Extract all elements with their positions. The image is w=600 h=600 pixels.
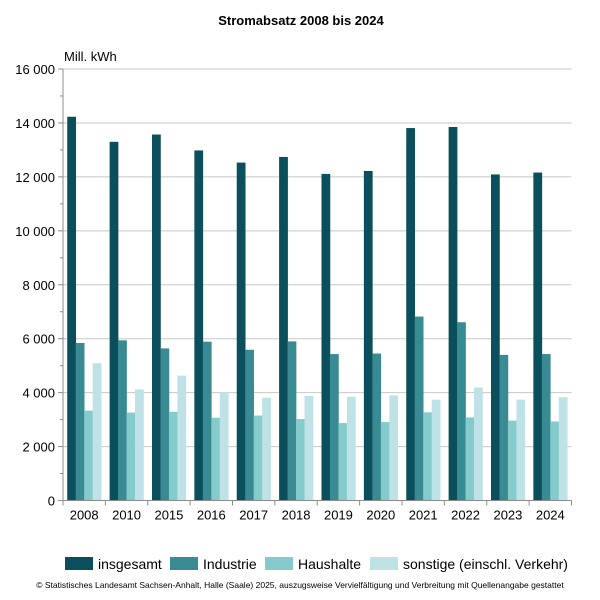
bar-industrie-2023 <box>499 354 509 501</box>
bar-industrie-2021 <box>414 316 424 501</box>
y-tick-label: 12 000 <box>15 170 55 185</box>
y-axis-unit-label: Mill. kWh <box>64 49 117 64</box>
bar-insgesamt-2017 <box>236 162 246 501</box>
axes <box>58 68 572 506</box>
y-tick-label: 2 000 <box>22 440 55 455</box>
bar-sonstige-2010 <box>135 389 144 501</box>
bar-industrie-2010 <box>118 340 127 501</box>
bar-insgesamt-2022 <box>448 126 458 501</box>
bar-haushalte-2020 <box>380 422 390 501</box>
bar-sonstige-2008 <box>92 363 102 501</box>
bar-sonstige-2020 <box>389 395 399 501</box>
x-tick-label: 2022 <box>451 508 480 523</box>
y-tick-label: 4 000 <box>22 386 55 401</box>
bar-insgesamt-2016 <box>194 150 204 501</box>
y-tick-label: 10 000 <box>15 224 55 239</box>
bar-insgesamt-2015 <box>151 134 161 501</box>
x-tick-label: 2023 <box>493 508 522 523</box>
y-tick-label: 14 000 <box>15 116 55 131</box>
bar-industrie-2019 <box>329 354 339 501</box>
bar-insgesamt-2008 <box>67 116 77 501</box>
bar-industrie-2008 <box>75 343 85 501</box>
bar-industrie-2017 <box>245 349 254 501</box>
legend-swatch <box>370 557 398 570</box>
x-tick-label: 2018 <box>282 508 311 523</box>
y-tick-label: 6 000 <box>22 332 55 347</box>
bar-sonstige-2017 <box>262 397 271 501</box>
bar-haushalte-2019 <box>338 423 348 501</box>
legend-swatch <box>65 557 93 570</box>
bar-haushalte-2023 <box>507 420 517 501</box>
bar-sonstige-2021 <box>431 399 441 501</box>
y-tick-label: 8 000 <box>22 278 55 293</box>
bar-haushalte-2016 <box>211 417 221 501</box>
bar-insgesamt-2021 <box>406 128 416 501</box>
bar-sonstige-2024 <box>558 397 568 501</box>
legend-swatch <box>170 557 198 570</box>
x-tick-label: 2021 <box>409 508 438 523</box>
x-tick-label: 2019 <box>324 508 353 523</box>
x-tick-label: 2008 <box>70 508 99 523</box>
legend-label: Haushalte <box>298 556 361 572</box>
bar-sonstige-2019 <box>346 396 356 501</box>
copyright-footer: © Statistisches Landesamt Sachsen-Anhalt… <box>36 580 564 590</box>
legend-label: insgesamt <box>98 556 162 572</box>
bar-industrie-2015 <box>160 348 170 501</box>
x-tick-label: 2024 <box>536 508 565 523</box>
bar-sonstige-2016 <box>219 392 229 501</box>
bar-haushalte-2024 <box>550 421 560 501</box>
bar-haushalte-2022 <box>465 417 475 501</box>
x-tick-label: 2010 <box>112 508 141 523</box>
bar-sonstige-2022 <box>474 387 483 501</box>
bar-haushalte-2018 <box>296 419 305 501</box>
x-tick-labels: 2008 2010 2015 2016 2017 2018 2019 2020 2021 2022… <box>70 508 565 523</box>
bar-industrie-2022 <box>457 322 466 501</box>
bars <box>67 116 568 501</box>
x-tick-label: 2016 <box>197 508 226 523</box>
bar-haushalte-2021 <box>423 412 432 501</box>
bar-insgesamt-2018 <box>279 156 288 501</box>
x-tick-label: 2015 <box>154 508 183 523</box>
gridlines <box>63 68 572 448</box>
bar-sonstige-2023 <box>516 399 526 501</box>
bar-haushalte-2017 <box>253 415 263 501</box>
legend-label: sonstige (einschl. Verkehr) <box>403 556 568 572</box>
x-tick-label: 2017 <box>239 508 268 523</box>
bar-industrie-2016 <box>202 341 212 501</box>
bar-insgesamt-2023 <box>490 174 500 501</box>
bar-industrie-2024 <box>541 354 551 501</box>
legend-swatch <box>265 557 293 570</box>
y-tick-labels: 0 2 000 4 000 6 000 8 000 10 000 12 000 14 000 1… <box>15 62 55 509</box>
bar-haushalte-2010 <box>126 412 136 501</box>
bar-sonstige-2015 <box>177 375 187 501</box>
bar-insgesamt-2010 <box>109 141 119 501</box>
legend: insgesamt Industrie Haushalte sonstige (ein… <box>65 556 568 572</box>
bar-industrie-2018 <box>287 341 297 501</box>
y-tick-label: 16 000 <box>15 62 55 77</box>
bar-insgesamt-2024 <box>533 172 543 501</box>
bar-industrie-2020 <box>372 353 382 501</box>
legend-label: Industrie <box>203 556 257 572</box>
bar-sonstige-2018 <box>304 395 314 501</box>
x-tick-label: 2020 <box>366 508 395 523</box>
y-tick-label: 0 <box>48 494 55 509</box>
bar-haushalte-2008 <box>84 410 93 501</box>
bar-insgesamt-2020 <box>363 170 373 501</box>
chart-title: Stromabsatz 2008 bis 2024 <box>218 13 384 28</box>
bar-haushalte-2015 <box>168 411 178 501</box>
bar-insgesamt-2019 <box>321 173 331 501</box>
